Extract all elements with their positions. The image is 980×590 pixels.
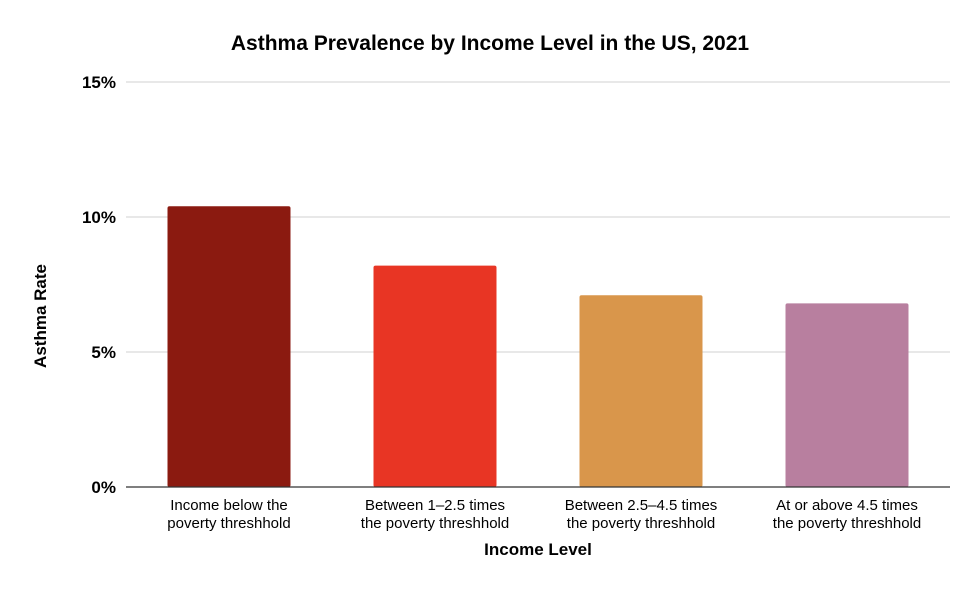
y-tick-label: 10% (82, 208, 116, 227)
chart-title: Asthma Prevalence by Income Level in the… (231, 32, 750, 55)
x-tick-label: Between 2.5–4.5 times the poverty threshh… (565, 497, 718, 532)
y-tick-label: 5% (91, 343, 116, 362)
x-axis-title: Income Level (484, 540, 592, 559)
bar (373, 265, 497, 487)
bar (167, 206, 291, 487)
bar (785, 303, 909, 487)
y-tick-labels: 0% 5% 10% 15% (82, 73, 116, 497)
x-tick-label: At or above 4.5 times the poverty threshh… (773, 497, 921, 532)
x-tick-label: Between 1–2.5 times the poverty threshhol… (361, 497, 509, 532)
y-tick-label: 15% (82, 73, 116, 92)
bars (167, 206, 909, 487)
y-tick-label: 0% (91, 478, 116, 497)
y-axis-title: Asthma Rate (31, 264, 50, 368)
bar (579, 295, 703, 487)
x-tick-labels: Income below the poverty threshhold Betwee… (167, 497, 921, 532)
x-tick-label: Income below the poverty threshhold (167, 497, 290, 532)
